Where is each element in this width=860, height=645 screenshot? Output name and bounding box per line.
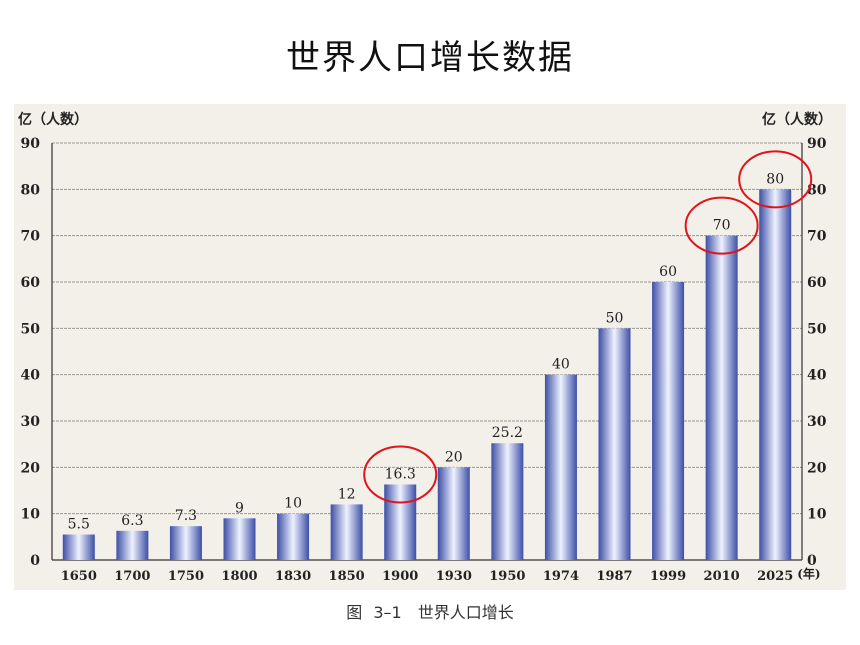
y-axis-label-right: 亿（人数） [762,111,832,128]
bar [169,526,202,560]
y-tick-left: 20 [21,460,41,476]
x-tick-label: 1999 [650,569,686,584]
x-axis-unit: (年) [797,566,820,581]
y-tick-left: 80 [21,182,41,198]
y-tick-right: 40 [807,368,827,384]
y-tick-right: 20 [807,460,827,476]
x-tick-label: 1987 [596,569,632,584]
highlight-circle [684,196,759,255]
y-tick-left: 40 [21,368,41,384]
y-tick-right: 90 [807,136,827,152]
y-tick-left: 30 [21,414,41,430]
bar [330,504,363,560]
x-tick-label: 1650 [61,569,97,584]
y-tick-left: 50 [21,321,41,337]
data-label: 12 [338,486,356,502]
highlight-circle [738,150,813,209]
data-label: 9 [235,500,244,516]
data-label: 10 [284,496,302,512]
y-tick-right: 0 [807,553,817,569]
data-label: 60 [659,264,677,280]
x-tick-label: 1950 [489,569,525,584]
y-tick-right: 60 [807,275,827,291]
data-label: 80 [766,171,784,187]
x-tick-label: 1830 [275,569,311,584]
data-label: 20 [445,449,463,465]
bar [62,534,95,560]
x-tick-label: 2010 [704,569,740,584]
y-tick-right: 30 [807,414,827,430]
data-label: 70 [713,218,731,234]
y-tick-left: 60 [21,275,41,291]
bar [116,530,149,560]
y-tick-right: 50 [807,321,827,337]
data-label: 7.3 [175,508,197,524]
y-tick-left: 70 [21,229,41,245]
x-tick-label: 2025 [757,569,793,584]
bar [652,282,685,560]
y-tick-right: 70 [807,229,827,245]
bar [384,484,417,560]
data-label: 6.3 [121,513,143,529]
bar [437,467,470,560]
x-tick-label: 1850 [329,569,365,584]
x-tick-label: 1900 [382,569,418,584]
x-tick-label: 1750 [168,569,204,584]
x-tick-label: 1700 [114,569,150,584]
x-tick-label: 1974 [543,569,579,584]
bar [491,443,524,560]
bar [598,328,631,560]
y-axis-label-left: 亿（人数） [18,111,88,128]
figure-caption: 图 3–1 世界人口增长 [346,603,514,622]
y-tick-right: 80 [807,182,827,198]
data-label: 16.3 [385,466,416,482]
y-tick-left: 90 [21,136,41,152]
highlight-circle [363,445,438,504]
bar [223,518,256,560]
slide-title: 世界人口增长数据 [286,38,574,78]
bar [544,374,577,560]
bar [759,189,792,561]
y-tick-left: 10 [21,507,41,523]
bar [705,235,738,560]
data-label: 50 [606,310,624,326]
y-tick-left: 0 [30,553,40,569]
data-label: 40 [552,357,570,373]
bar [277,513,310,560]
data-label: 5.5 [68,517,90,533]
y-tick-right: 10 [807,507,827,523]
data-label: 25.2 [492,425,523,441]
x-tick-label: 1800 [221,569,257,584]
x-tick-label: 1930 [436,569,472,584]
